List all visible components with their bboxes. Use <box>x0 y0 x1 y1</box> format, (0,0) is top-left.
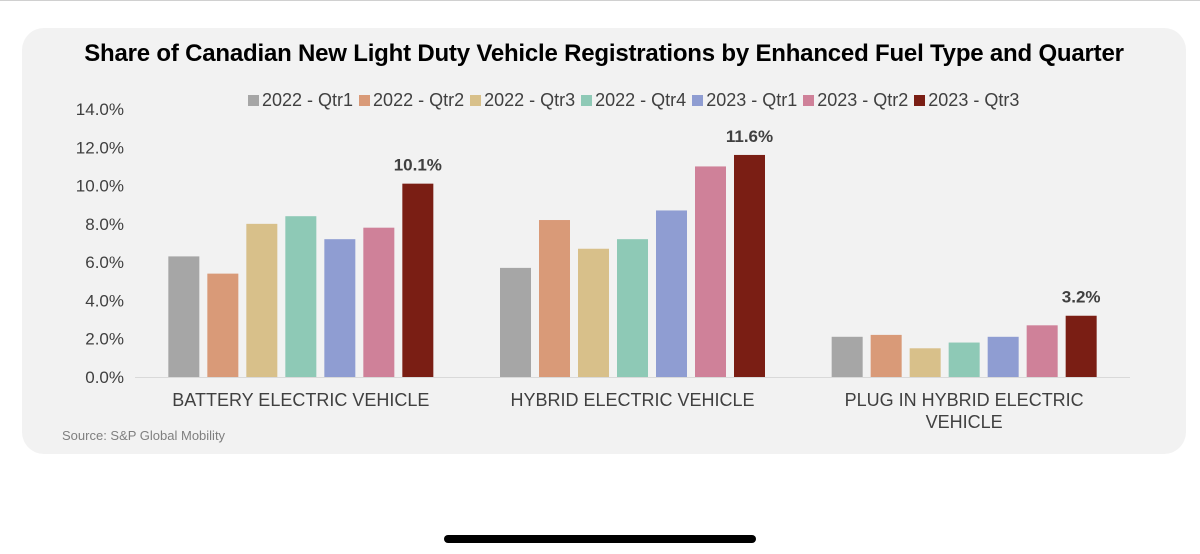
chart-title: Share of Canadian New Light Duty Vehicle… <box>84 40 1124 67</box>
chart-card <box>22 28 1186 454</box>
y-tick-label: 12.0% <box>76 138 124 157</box>
legend-label: 2023 - Qtr1 <box>706 89 798 110</box>
legend-swatch <box>914 94 926 106</box>
legend-item: 2022 - Qtr2 <box>359 90 464 111</box>
legend-item: 2023 - Qtr2 <box>803 90 908 111</box>
bar <box>500 267 531 377</box>
bar <box>578 248 609 377</box>
legend-item: 2022 - Qtr3 <box>470 90 575 111</box>
bar <box>870 334 902 377</box>
data-label: 11.6% <box>726 127 773 146</box>
legend-swatch <box>470 94 482 106</box>
category-label: HYBRID ELECTRIC VEHICLE <box>510 390 754 410</box>
bar <box>695 166 726 377</box>
legend-swatch <box>581 94 593 106</box>
legend-item: 2023 - Qtr1 <box>692 90 797 111</box>
legend-label: 2022 - Qtr3 <box>484 89 576 110</box>
bar <box>909 348 941 377</box>
legend-label: 2022 - Qtr1 <box>262 89 354 110</box>
legend-label: 2023 - Qtr3 <box>928 89 1020 110</box>
y-tick-label: 4.0% <box>85 291 124 310</box>
legend-item: 2022 - Qtr4 <box>581 90 686 111</box>
legend-item: 2022 - Qtr1 <box>248 90 353 111</box>
bar <box>656 210 687 377</box>
bar <box>246 223 278 377</box>
legend-label: 2023 - Qtr2 <box>817 89 909 110</box>
bar <box>734 154 765 377</box>
legend-swatch <box>359 94 371 106</box>
legend-label: 2022 - Qtr4 <box>595 89 687 110</box>
bar <box>617 239 648 377</box>
bar <box>948 342 980 377</box>
category-label: PLUG IN HYBRID ELECTRIC <box>845 390 1084 410</box>
source-note: Source: S&P Global Mobility <box>62 428 226 443</box>
bar <box>831 336 863 377</box>
data-label: 10.1% <box>394 156 442 175</box>
bar <box>1065 315 1097 377</box>
legend-item: 2023 - Qtr3 <box>914 90 1019 111</box>
legend-swatch <box>692 94 704 106</box>
bar <box>207 273 239 377</box>
legend-swatch <box>248 94 259 106</box>
bar <box>168 256 200 377</box>
y-tick-label: 14.0% <box>76 100 124 119</box>
bar <box>539 220 570 377</box>
y-tick-label: 0.0% <box>85 368 124 387</box>
bar <box>1026 325 1058 377</box>
bar <box>324 239 356 377</box>
bar <box>363 227 395 377</box>
category-label: BATTERY ELECTRIC VEHICLE <box>172 390 429 410</box>
y-tick-label: 6.0% <box>85 253 124 272</box>
top-divider <box>0 0 1200 1</box>
chart-legend: 2022 - Qtr1 2022 - Qtr2 2022 - Qtr3 2022 - … <box>248 88 1025 112</box>
data-label: 3.2% <box>1062 288 1101 307</box>
category-label: VEHICLE <box>926 412 1003 432</box>
y-tick-label: 10.0% <box>76 177 124 196</box>
home-indicator[interactable] <box>444 535 756 543</box>
bar <box>987 336 1019 377</box>
y-tick-label: 8.0% <box>85 215 124 234</box>
bar <box>402 183 434 377</box>
bar <box>285 216 317 377</box>
y-tick-label: 2.0% <box>85 330 124 349</box>
legend-label: 2022 - Qtr2 <box>373 89 465 110</box>
legend-swatch <box>803 94 815 106</box>
